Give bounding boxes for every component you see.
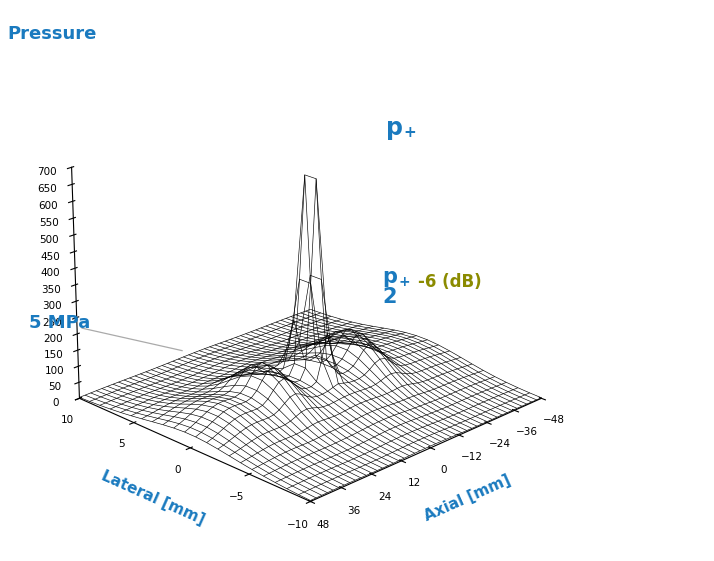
Y-axis label: Lateral [mm]: Lateral [mm] — [99, 468, 207, 528]
Text: +: + — [398, 275, 410, 289]
Text: +: + — [403, 126, 416, 140]
Text: 2: 2 — [382, 287, 396, 307]
Text: -6 (dB): -6 (dB) — [418, 273, 481, 291]
Text: p: p — [382, 267, 397, 287]
Text: 5 MPa: 5 MPa — [29, 314, 90, 332]
Text: Pressure: Pressure — [7, 25, 96, 43]
X-axis label: Axial [mm]: Axial [mm] — [422, 472, 513, 524]
Text: p: p — [386, 116, 403, 140]
